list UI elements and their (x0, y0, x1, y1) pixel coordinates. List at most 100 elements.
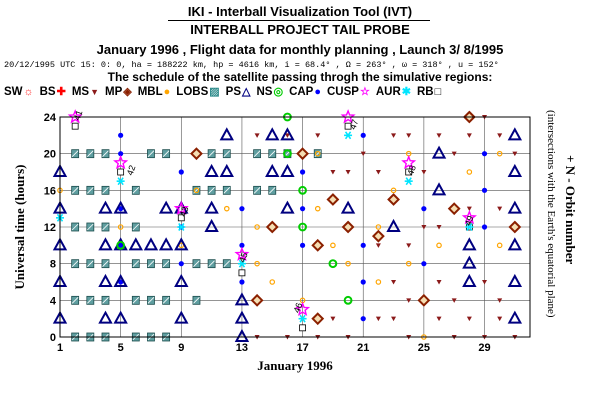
ms-mark (497, 206, 503, 212)
orbit-number-label: 46 (291, 301, 304, 314)
cusp-mark (295, 301, 311, 316)
cap-mark (178, 261, 184, 267)
mp-mark (387, 193, 400, 206)
ps-mark (174, 237, 189, 251)
sun-icon: ☼ (23, 85, 34, 98)
lobs-mark (207, 185, 216, 195)
ms-mark (254, 133, 260, 138)
mp-mark (371, 229, 385, 243)
legend-ns: NS ◎ (256, 85, 284, 99)
ms-mark (391, 133, 397, 138)
cusp-mark (401, 154, 417, 170)
ps-mark (265, 163, 280, 177)
ms-mark (436, 133, 442, 138)
lobs-mark-hatch (162, 150, 170, 157)
cap-mark (481, 224, 488, 230)
lobs-mark (162, 259, 171, 269)
ps-mark (507, 163, 523, 177)
legend-label: MP (105, 85, 123, 98)
ns-mark (328, 259, 338, 269)
plot-frame (59, 116, 531, 338)
orbit-number-label: 41 (72, 109, 85, 122)
mbl-mark (436, 242, 442, 249)
ms-mark (406, 298, 412, 303)
cusp-mark (67, 109, 83, 124)
cap-mark (481, 187, 488, 193)
ms-mark (466, 206, 472, 212)
x-tick-label: 29 (478, 342, 490, 354)
lobs-mark-hatch (253, 187, 261, 194)
ms-mark (466, 316, 472, 322)
hatched-square-icon: ▨ (209, 86, 220, 98)
lobs-mark-hatch (71, 260, 79, 267)
y-tick-label: 16 (44, 185, 56, 197)
ps-mark (265, 127, 280, 141)
lobs-mark-hatch (147, 150, 155, 157)
legend-ms: MS ▼ (72, 86, 99, 98)
legend-cusp: CUSP ☆ (327, 85, 370, 99)
cusp-mark (234, 246, 250, 261)
mbl-mark (223, 205, 230, 212)
mbl-mark (117, 224, 124, 230)
ps-mark (98, 237, 113, 251)
x-tick-label: 9 (178, 342, 184, 354)
x-tick-label: 21 (357, 342, 369, 354)
lobs-mark (253, 149, 261, 159)
lobs-mark-hatch (162, 297, 170, 304)
lobs-mark-hatch (71, 150, 79, 157)
lobs-mark (268, 149, 277, 159)
ps-mark (219, 163, 234, 177)
cap-mark (299, 169, 306, 175)
legend-label: AUR (375, 85, 401, 98)
ps-mark (98, 200, 113, 214)
lobs-mark-hatch (268, 187, 276, 194)
ns-mark (343, 295, 353, 305)
lobs-mark-hatch (253, 150, 261, 157)
y-tick-label: 4 (50, 295, 57, 307)
lobs-mark-hatch (71, 223, 79, 231)
lobs-mark (253, 185, 261, 195)
lobs-mark (192, 185, 201, 195)
cap-mark (421, 261, 427, 267)
lobs-mark (86, 295, 95, 305)
ps-mark (219, 127, 234, 141)
ms-mark (284, 133, 290, 138)
ms-mark (436, 316, 442, 322)
lobs-mark (71, 295, 80, 305)
title-divider (168, 20, 430, 21)
lobs-mark (86, 259, 95, 269)
lobs-mark (71, 259, 80, 269)
lobs-mark (71, 185, 80, 195)
lobs-mark (101, 149, 110, 159)
mp-mark (311, 312, 325, 326)
mbl-mark (375, 279, 382, 285)
ps-mark (128, 237, 143, 251)
ps-mark (174, 200, 189, 214)
x-tick-label: 13 (236, 342, 248, 354)
ps-mark (280, 163, 295, 177)
cap-mark (360, 316, 366, 322)
lobs-mark-hatch (102, 187, 109, 194)
mp-mark (190, 147, 203, 161)
ps-mark (98, 310, 113, 324)
cap-mark (299, 206, 306, 212)
mp-mark (447, 202, 461, 216)
legend-ps: PS △ (226, 85, 251, 99)
rb-mark (177, 214, 185, 222)
ring-icon: ◎ (273, 86, 284, 98)
mbl-mark (314, 205, 321, 212)
ps-mark (174, 310, 189, 324)
orbit-number-label: 47 (348, 118, 361, 131)
diamond-icon: ◈ (123, 86, 132, 98)
lobs-mark-hatch (223, 260, 231, 267)
ps-mark (431, 182, 447, 196)
mp-mark (311, 238, 325, 252)
lobs-mark (101, 295, 110, 305)
mp-mark (250, 293, 264, 307)
orbit-parameters: 20/12/1995 UTC 15: 0: 0, ha = 188222 km,… (4, 60, 499, 70)
legend-label: BS (39, 85, 56, 98)
orbit-number-label: 48 (405, 164, 418, 177)
aur-mark-stroke (405, 177, 412, 186)
ms-mark (451, 298, 457, 303)
y-tick-label: 20 (44, 149, 56, 161)
